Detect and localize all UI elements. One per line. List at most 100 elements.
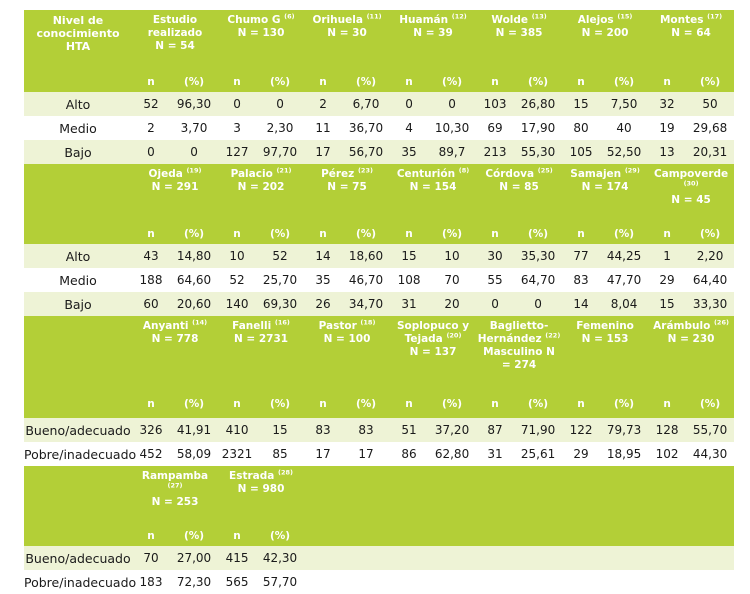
study-sample-size: N = 291 — [151, 181, 199, 193]
study-header: Rampamba (27) N = 253 — [132, 466, 219, 526]
count-cell: 140 — [218, 292, 257, 316]
study-sample-size: N = 202 — [237, 181, 285, 193]
empty-cell — [304, 546, 343, 570]
block-header-row: Rampamba (27) N = 253 Estrada (28) N = 980 — [24, 466, 735, 526]
study-name: Estudio realizado — [147, 14, 203, 39]
study-sample-size: N = 30 — [327, 27, 367, 39]
knowledge-level-header: Nivel de conocimiento HTA — [24, 10, 132, 72]
study-header: Centurión (8) N = 154 — [390, 164, 477, 224]
count-cell: 0 — [476, 292, 515, 316]
study-header: Samajen (29) N = 174 — [562, 164, 649, 224]
empty-header-cell — [342, 526, 391, 546]
percent-cell: 64,70 — [514, 268, 563, 292]
empty-cell — [686, 570, 735, 594]
count-column-label: n — [476, 224, 515, 244]
count-cell: 32 — [648, 92, 687, 116]
count-cell: 0 — [390, 92, 429, 116]
column-label-row: n (%) n (%) n (%) n (%) n (%) n (%) n (%) — [24, 394, 735, 414]
percent-cell: 27,00 — [170, 546, 219, 570]
table-row: Medio 2 3,70 3 2,30 11 36,70 4 10,30 69 17,90 80 40 1… — [24, 116, 735, 140]
percent-column-label: (%) — [514, 224, 563, 244]
block-header-row: Ojeda (19) N = 291 Palacio (21) N = 202 Pére… — [24, 164, 735, 224]
study-sample-size: N = 64 — [671, 27, 711, 39]
percent-column-label: (%) — [170, 72, 219, 92]
percent-cell: 42,30 — [256, 546, 305, 570]
study-name: Córdova — [485, 168, 535, 180]
count-cell: 31 — [390, 292, 429, 316]
study-name: Palacio — [230, 168, 273, 180]
percent-column-label: (%) — [686, 72, 735, 92]
study-name: Huamán — [399, 14, 449, 26]
count-column-label: n — [218, 526, 257, 546]
percent-cell: 40 — [600, 116, 649, 140]
count-column-label: n — [390, 72, 429, 92]
count-cell: 415 — [218, 546, 257, 570]
count-column-label: n — [476, 72, 515, 92]
empty-header-cell — [390, 526, 429, 546]
study-header: Baglietto-Hernández (22) Masculino N = 27… — [476, 316, 563, 394]
empty-header-cell — [24, 394, 132, 414]
percent-column-label: (%) — [170, 224, 219, 244]
empty-header-cell — [24, 72, 132, 92]
percent-cell: 10,30 — [428, 116, 477, 140]
header-spacer — [24, 414, 735, 418]
count-cell: 188 — [132, 268, 170, 292]
count-column-label: n — [132, 72, 170, 92]
study-reference: (30) — [683, 179, 699, 188]
count-column-label: n — [132, 394, 170, 414]
count-cell: 17 — [304, 140, 343, 164]
percent-cell: 46,70 — [342, 268, 391, 292]
count-cell: 15 — [562, 92, 601, 116]
count-cell: 213 — [476, 140, 515, 164]
empty-cell — [600, 570, 649, 594]
count-cell: 103 — [476, 92, 515, 116]
study-reference: (17) — [707, 12, 723, 21]
empty-cell — [514, 546, 563, 570]
count-cell: 2321 — [218, 442, 257, 466]
count-cell: 128 — [648, 418, 687, 442]
empty-header-cell — [562, 466, 649, 526]
study-name: Orihuela — [312, 14, 363, 26]
percent-cell: 0 — [514, 292, 563, 316]
count-cell: 52 — [218, 268, 257, 292]
table-row: Bajo 60 20,60 140 69,30 26 34,70 31 20 0 0 14 8,04 15… — [24, 292, 735, 316]
study-reference: (29) — [624, 166, 640, 175]
count-cell: 122 — [562, 418, 601, 442]
knowledge-level-header — [24, 316, 132, 394]
count-column-label: n — [304, 394, 343, 414]
study-sample-size: N = 75 — [327, 181, 367, 193]
empty-cell — [476, 546, 515, 570]
count-cell: 452 — [132, 442, 170, 466]
block-header-row: Anyanti (14) N = 778 Fanelli (16) N = 2731 P… — [24, 316, 735, 394]
percent-cell: 26,80 — [514, 92, 563, 116]
study-reference: (15) — [617, 12, 633, 21]
percent-cell: 55,30 — [514, 140, 563, 164]
comparison-table-container: Nivel de conocimiento HTA Estudio realiza… — [24, 10, 735, 594]
row-label: Pobre/inadecuado — [24, 442, 136, 466]
study-name: Centurión — [396, 168, 456, 180]
percent-cell: 34,70 — [342, 292, 391, 316]
study-reference: (14) — [192, 318, 208, 327]
table-row: Alto 43 14,80 10 52 14 18,60 15 10 30 35,30 77 44,25… — [24, 244, 735, 268]
count-cell: 51 — [390, 418, 429, 442]
percent-cell: 52 — [256, 244, 305, 268]
table-row: Bueno/adecuado 70 27,00 415 42,30 — [24, 546, 735, 570]
empty-cell — [648, 546, 687, 570]
percent-cell: 18,95 — [600, 442, 649, 466]
percent-cell: 72,30 — [170, 570, 219, 594]
count-column-label: n — [218, 224, 257, 244]
study-name: Soplopuco y Tejada — [397, 320, 470, 345]
study-header: Estrada (28) N = 980 — [218, 466, 305, 526]
count-cell: 52 — [132, 92, 170, 116]
study-header: Campoverde (30) N = 45 — [648, 164, 735, 224]
study-sample-size: N = 85 — [499, 181, 539, 193]
percent-cell: 58,09 — [170, 442, 219, 466]
count-cell: 35 — [304, 268, 343, 292]
percent-cell: 83 — [342, 418, 391, 442]
study-name: Estrada — [229, 470, 275, 482]
count-column-label: n — [390, 224, 429, 244]
empty-cell — [514, 570, 563, 594]
count-cell: 11 — [304, 116, 343, 140]
percent-column-label: (%) — [514, 394, 563, 414]
count-cell: 14 — [304, 244, 343, 268]
